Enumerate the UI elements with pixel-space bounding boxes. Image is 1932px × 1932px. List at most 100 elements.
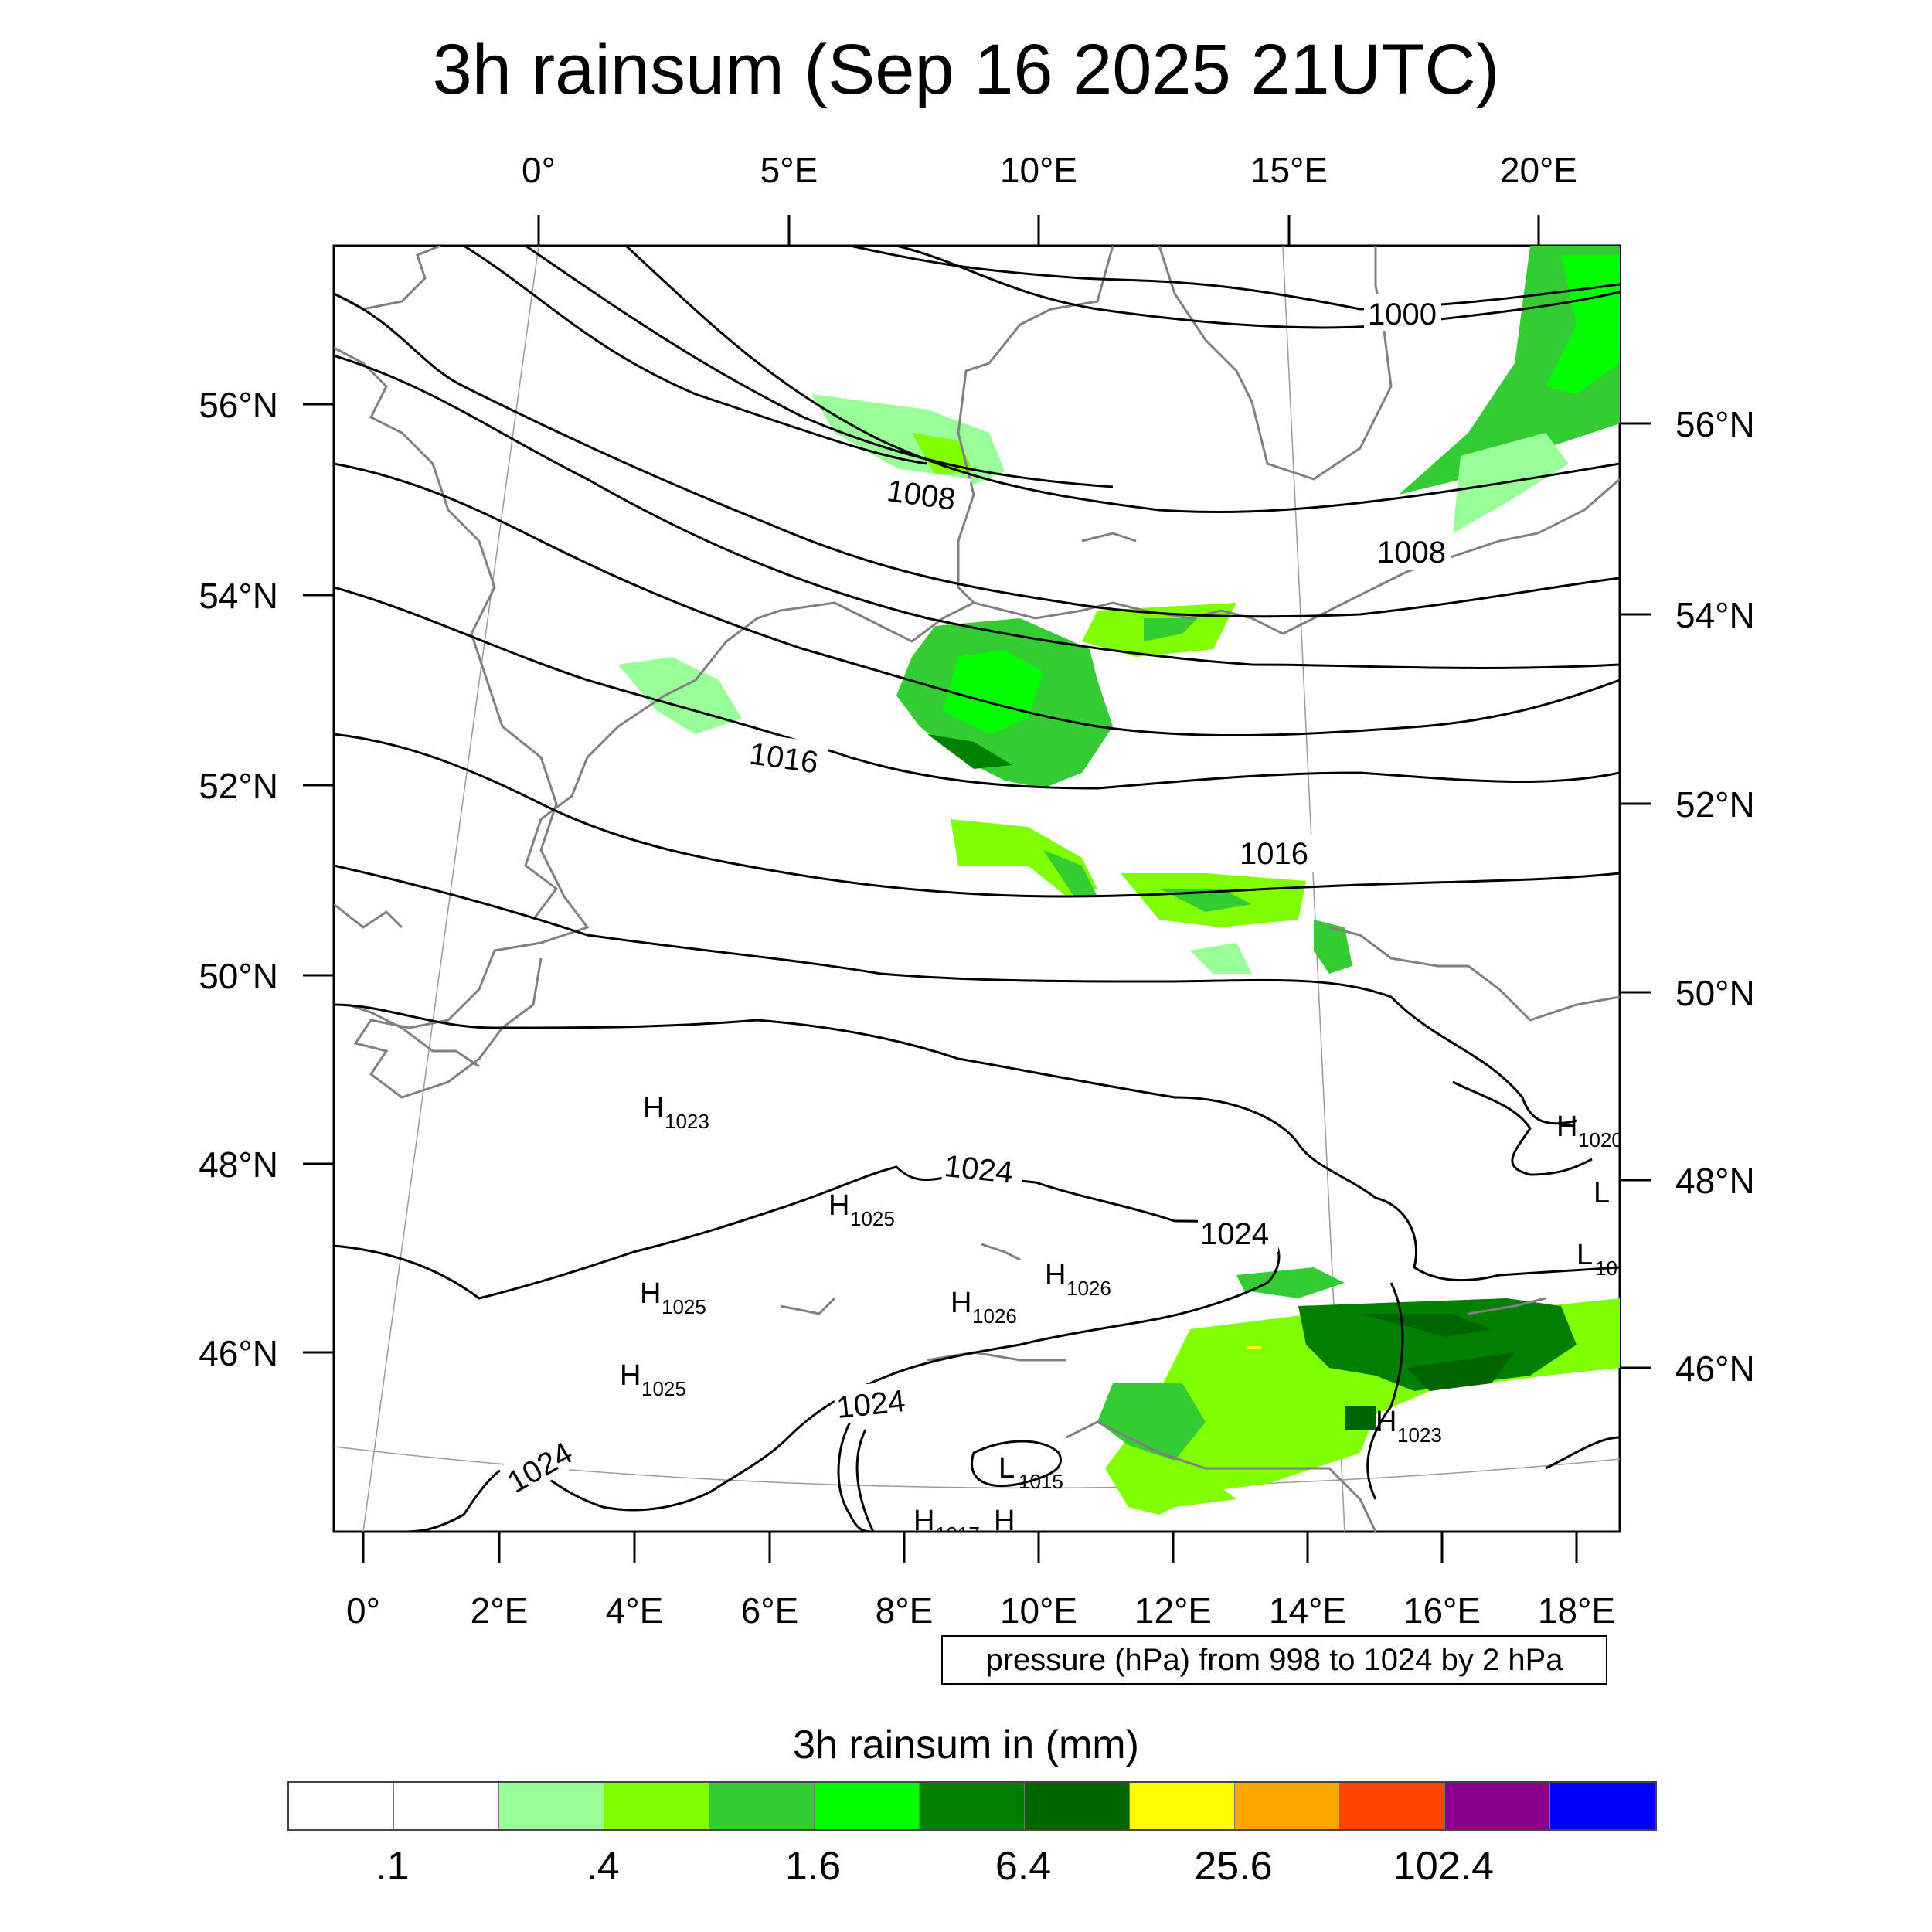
- low-pressure-center: L: [1594, 1177, 1610, 1209]
- colorbar-swatch: [1025, 1783, 1130, 1829]
- high-pressure-center: H 1026: [951, 1287, 1017, 1328]
- svg-text:H: H: [620, 1359, 641, 1392]
- bottom-lon-label: 6°E: [741, 1590, 799, 1631]
- bottom-lon-label: 0°: [346, 1590, 380, 1631]
- isobar-label: 1000: [1368, 298, 1437, 332]
- map-title: 3h rainsum (Sep 16 2025 21UTC): [432, 30, 1500, 109]
- colorbar-swatch: [604, 1783, 709, 1829]
- right-lat-label: 56°N: [1675, 404, 1755, 444]
- top-lon-label: 0°: [522, 150, 556, 190]
- isobar-labels: 1000 1008 1008 1016 1016 1024 1024 1024 …: [498, 294, 1451, 1500]
- top-lon-label: 15°E: [1250, 150, 1328, 190]
- high-pressure-center: H 1025: [640, 1277, 706, 1318]
- svg-text:H: H: [913, 1505, 934, 1537]
- svg-text:1020: 1020: [1578, 1128, 1623, 1151]
- colorbar-swatch: [709, 1783, 815, 1829]
- high-pressure-center: H 1026: [1045, 1259, 1111, 1300]
- graticule-lon-0: [362, 246, 539, 1532]
- svg-text:10: 10: [1595, 1257, 1617, 1280]
- svg-text:1025: 1025: [850, 1207, 895, 1230]
- colorbar-swatch: [1550, 1783, 1655, 1829]
- left-lat-labels: 56°N 54°N 52°N 50°N 48°N 46°N: [199, 385, 278, 1373]
- bottom-lon-label: 10°E: [1000, 1590, 1077, 1631]
- colorbar-label: 25.6: [1194, 1844, 1273, 1889]
- colorbar-label: 6.4: [995, 1844, 1052, 1889]
- svg-text:L: L: [998, 1452, 1015, 1485]
- left-lat-label: 52°N: [199, 766, 278, 806]
- bottom-lon-label: 16°E: [1403, 1590, 1481, 1631]
- high-pressure-center: H 1025: [620, 1359, 686, 1400]
- svg-text:1023: 1023: [1397, 1423, 1442, 1447]
- svg-text:1025: 1025: [641, 1377, 686, 1400]
- colorbar-label: 1.6: [784, 1844, 842, 1889]
- colorbar-swatch: [289, 1783, 394, 1829]
- right-lat-label: 54°N: [1675, 595, 1755, 635]
- left-lat-label: 56°N: [199, 385, 278, 425]
- right-lat-label: 48°N: [1675, 1161, 1755, 1201]
- high-pressure-center: H 1020: [1556, 1111, 1623, 1151]
- colorbar-swatch: [499, 1783, 604, 1829]
- low-pressure-center: L 1015: [998, 1452, 1063, 1493]
- bottom-lon-label: 2°E: [471, 1590, 529, 1631]
- bottom-lon-label: 14°E: [1269, 1590, 1346, 1631]
- colorbar-swatch: [815, 1783, 920, 1829]
- colorbar-swatch: [394, 1783, 499, 1829]
- coastlines: [334, 246, 1620, 1532]
- bottom-lon-labels: 0° 2°E 4°E 6°E 8°E 10°E 12°E 14°E 16°E 1…: [346, 1590, 1615, 1631]
- right-lat-label: 50°N: [1675, 973, 1755, 1013]
- top-lon-labels: 0° 5°E 10°E 15°E 20°E: [522, 150, 1577, 190]
- left-lat-label: 46°N: [199, 1333, 278, 1373]
- svg-text:1017: 1017: [935, 1522, 980, 1546]
- svg-text:1025: 1025: [662, 1295, 706, 1318]
- high-pressure-center: H 1023: [643, 1092, 709, 1133]
- svg-text:1026: 1026: [972, 1304, 1017, 1328]
- svg-text:H: H: [1556, 1111, 1577, 1143]
- right-lat-label: 52°N: [1675, 784, 1755, 825]
- colorbar-swatch: [920, 1783, 1025, 1829]
- svg-text:H: H: [640, 1277, 661, 1310]
- isobars: [334, 246, 1620, 1532]
- colorbar-label: .1: [376, 1844, 410, 1889]
- bottom-lon-label: 18°E: [1538, 1590, 1615, 1631]
- svg-text:1023: 1023: [665, 1110, 709, 1133]
- top-lon-label: 10°E: [1000, 150, 1077, 190]
- svg-text:L: L: [1594, 1177, 1610, 1209]
- high-pressure-center: H 1017: [913, 1505, 980, 1546]
- svg-text:L: L: [1577, 1239, 1593, 1271]
- colorbar-swatch: [1340, 1783, 1445, 1829]
- colorbar-title: 3h rainsum in (mm): [793, 1723, 1139, 1767]
- low-pressure-center: L 10: [1577, 1239, 1617, 1280]
- bottom-lon-label: 4°E: [606, 1590, 664, 1631]
- right-lat-label: 46°N: [1675, 1349, 1755, 1389]
- colorbar-swatch: [1445, 1783, 1550, 1829]
- top-lon-label: 5°E: [760, 150, 818, 190]
- svg-text:H: H: [643, 1092, 664, 1124]
- colorbar-swatch: [1235, 1783, 1340, 1829]
- contour-info-box: pressure (hPa) from 998 to 1024 by 2 hPa: [941, 1635, 1607, 1685]
- pressure-centers: H 1023 H 1025 H 1025 H 1025 H 1026 H 102…: [620, 1092, 1623, 1546]
- high-pressure-center: H 1025: [828, 1189, 895, 1230]
- bottom-lon-label: 8°E: [876, 1590, 934, 1631]
- top-lon-label: 20°E: [1500, 150, 1577, 190]
- high-pressure-center: H 1023: [1376, 1406, 1442, 1447]
- svg-text:1015: 1015: [1019, 1470, 1063, 1493]
- tick-marks: [303, 215, 1651, 1563]
- left-lat-label: 54°N: [199, 576, 278, 616]
- left-lat-label: 48°N: [199, 1145, 278, 1185]
- left-lat-label: 50°N: [199, 956, 278, 996]
- svg-text:H: H: [828, 1189, 849, 1222]
- isobar-label: 1024: [1200, 1217, 1269, 1251]
- isobar-label: 1024: [835, 1384, 906, 1425]
- svg-text:H: H: [994, 1505, 1015, 1537]
- svg-text:H: H: [1376, 1406, 1396, 1438]
- colorbar: [287, 1781, 1657, 1831]
- colorbar-label: .4: [586, 1844, 620, 1889]
- isobar-label: 1016: [1240, 837, 1308, 871]
- colorbar-label: 102.4: [1393, 1844, 1495, 1889]
- isobar-label: 1024: [943, 1149, 1015, 1190]
- svg-text:H: H: [1045, 1259, 1066, 1291]
- high-pressure-center: H: [994, 1505, 1015, 1537]
- svg-text:1026: 1026: [1066, 1277, 1111, 1300]
- svg-text:H: H: [951, 1287, 971, 1319]
